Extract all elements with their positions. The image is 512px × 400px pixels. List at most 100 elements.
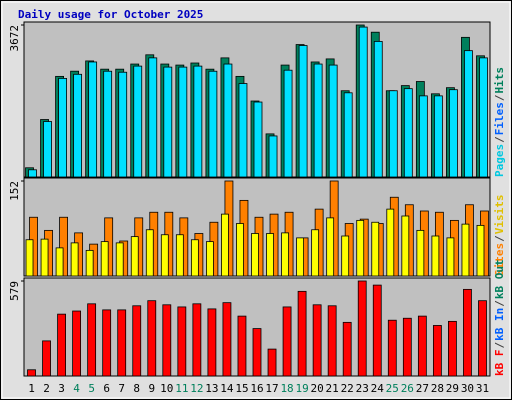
bar xyxy=(268,135,278,178)
bar xyxy=(160,234,169,277)
bar xyxy=(386,208,395,277)
bar xyxy=(401,215,410,277)
x-tick-label: 14 xyxy=(220,382,234,395)
y-max-label: 579 xyxy=(8,281,21,301)
bar xyxy=(162,304,172,377)
bar xyxy=(133,65,143,178)
bar xyxy=(221,213,229,277)
bar xyxy=(252,328,262,377)
bar xyxy=(373,41,383,178)
x-tick-label: 10 xyxy=(160,382,173,395)
bar xyxy=(236,223,244,277)
bar xyxy=(55,247,64,277)
legend-label: kB Out xyxy=(493,259,506,299)
bar xyxy=(192,303,202,377)
bar xyxy=(57,313,66,377)
bar xyxy=(175,234,184,277)
bar xyxy=(312,304,322,377)
legend-label: kB F xyxy=(493,350,506,377)
y-max-label: 152 xyxy=(8,181,21,201)
bar xyxy=(402,317,412,377)
bar xyxy=(87,303,97,377)
x-tick-label: 20 xyxy=(311,382,324,395)
x-tick-label: 3 xyxy=(58,382,65,395)
bar xyxy=(449,89,458,178)
x-tick-label: 18 xyxy=(280,382,293,395)
bar xyxy=(358,26,368,178)
bar xyxy=(118,71,128,178)
bar xyxy=(342,321,352,377)
bar xyxy=(267,348,277,377)
bar xyxy=(42,340,51,377)
bar xyxy=(70,242,79,277)
x-tick-label: 23 xyxy=(356,382,369,395)
x-tick-label: 13 xyxy=(205,382,218,395)
bar xyxy=(28,169,37,178)
legend-label: Hits xyxy=(493,67,506,94)
bar xyxy=(88,61,98,178)
bar xyxy=(148,57,158,178)
bar xyxy=(461,223,470,277)
bar xyxy=(102,309,112,377)
bar xyxy=(177,306,187,377)
bar xyxy=(238,83,248,178)
bar xyxy=(463,288,472,377)
legend-label: Pages xyxy=(493,144,506,177)
bar xyxy=(476,224,485,277)
bar xyxy=(206,241,214,277)
bar xyxy=(115,242,124,277)
bar xyxy=(207,308,217,377)
x-tick-label: 12 xyxy=(190,382,203,395)
legend-label: kB In xyxy=(493,308,506,341)
bar xyxy=(132,305,142,377)
bar xyxy=(253,101,263,178)
bar xyxy=(327,305,337,377)
bar xyxy=(163,66,173,178)
bar xyxy=(40,238,49,277)
bar xyxy=(341,235,350,277)
x-tick-label: 8 xyxy=(133,382,140,395)
bar xyxy=(222,302,232,377)
bar xyxy=(282,306,292,377)
bar xyxy=(25,239,34,277)
x-tick-label: 27 xyxy=(416,382,429,395)
bar xyxy=(72,310,82,377)
bar xyxy=(371,221,380,277)
legend-label: / xyxy=(493,136,506,143)
bar xyxy=(432,325,442,377)
x-tick-label: 15 xyxy=(235,382,248,395)
x-tick-label: 9 xyxy=(148,382,155,395)
bar xyxy=(147,300,157,377)
bar xyxy=(117,309,127,377)
bar xyxy=(103,70,113,178)
x-tick-label: 21 xyxy=(326,382,339,395)
bar xyxy=(266,233,274,277)
bar xyxy=(326,217,335,277)
bar xyxy=(387,319,397,377)
legend-label: / xyxy=(493,300,506,307)
bar xyxy=(313,63,323,178)
bar xyxy=(208,70,218,178)
bar xyxy=(193,65,203,178)
x-tick-label: 11 xyxy=(175,382,188,395)
x-tick-label: 6 xyxy=(103,382,110,395)
bar xyxy=(283,69,293,178)
bar xyxy=(100,241,109,277)
bar xyxy=(372,284,382,377)
bar xyxy=(478,300,487,377)
x-tick-label: 28 xyxy=(431,382,444,395)
bar xyxy=(479,57,488,178)
legend-label: Visits xyxy=(493,195,506,235)
bar xyxy=(73,73,83,178)
bar xyxy=(251,233,259,277)
bar xyxy=(130,236,139,277)
legend-label: Sites xyxy=(493,243,506,276)
x-tick-label: 2 xyxy=(43,382,50,395)
bar xyxy=(388,90,398,178)
bar xyxy=(237,315,247,377)
bar xyxy=(328,64,338,178)
bar xyxy=(298,45,308,178)
bar xyxy=(416,229,425,277)
